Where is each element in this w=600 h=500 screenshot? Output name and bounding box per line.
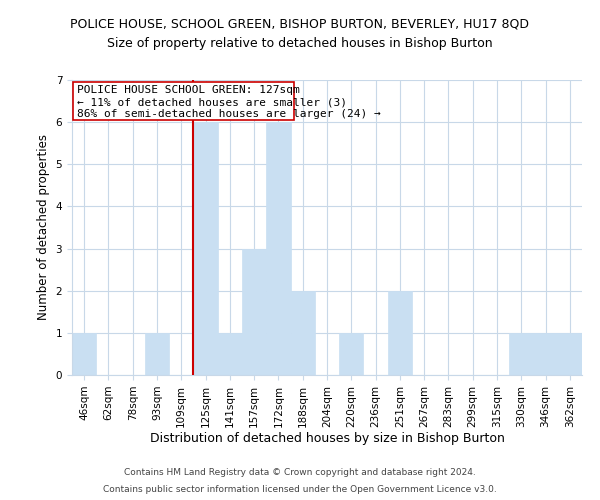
Text: 86% of semi-detached houses are larger (24) →: 86% of semi-detached houses are larger (… <box>77 109 380 119</box>
Text: Size of property relative to detached houses in Bishop Burton: Size of property relative to detached ho… <box>107 38 493 51</box>
Text: POLICE HOUSE, SCHOOL GREEN, BISHOP BURTON, BEVERLEY, HU17 8QD: POLICE HOUSE, SCHOOL GREEN, BISHOP BURTO… <box>71 18 530 30</box>
Bar <box>509 333 533 375</box>
Bar <box>290 290 315 375</box>
FancyBboxPatch shape <box>73 82 294 120</box>
Bar <box>558 333 582 375</box>
Bar <box>193 122 218 375</box>
Bar <box>266 122 290 375</box>
Text: POLICE HOUSE SCHOOL GREEN: 127sqm: POLICE HOUSE SCHOOL GREEN: 127sqm <box>77 85 299 95</box>
Bar <box>218 333 242 375</box>
Bar <box>242 248 266 375</box>
Bar <box>145 333 169 375</box>
Bar <box>339 333 364 375</box>
X-axis label: Distribution of detached houses by size in Bishop Burton: Distribution of detached houses by size … <box>149 432 505 446</box>
Y-axis label: Number of detached properties: Number of detached properties <box>37 134 50 320</box>
Text: Contains public sector information licensed under the Open Government Licence v3: Contains public sector information licen… <box>103 484 497 494</box>
Bar <box>72 333 96 375</box>
Text: ← 11% of detached houses are smaller (3): ← 11% of detached houses are smaller (3) <box>77 98 347 108</box>
Text: Contains HM Land Registry data © Crown copyright and database right 2024.: Contains HM Land Registry data © Crown c… <box>124 468 476 477</box>
Bar <box>533 333 558 375</box>
Bar <box>388 290 412 375</box>
